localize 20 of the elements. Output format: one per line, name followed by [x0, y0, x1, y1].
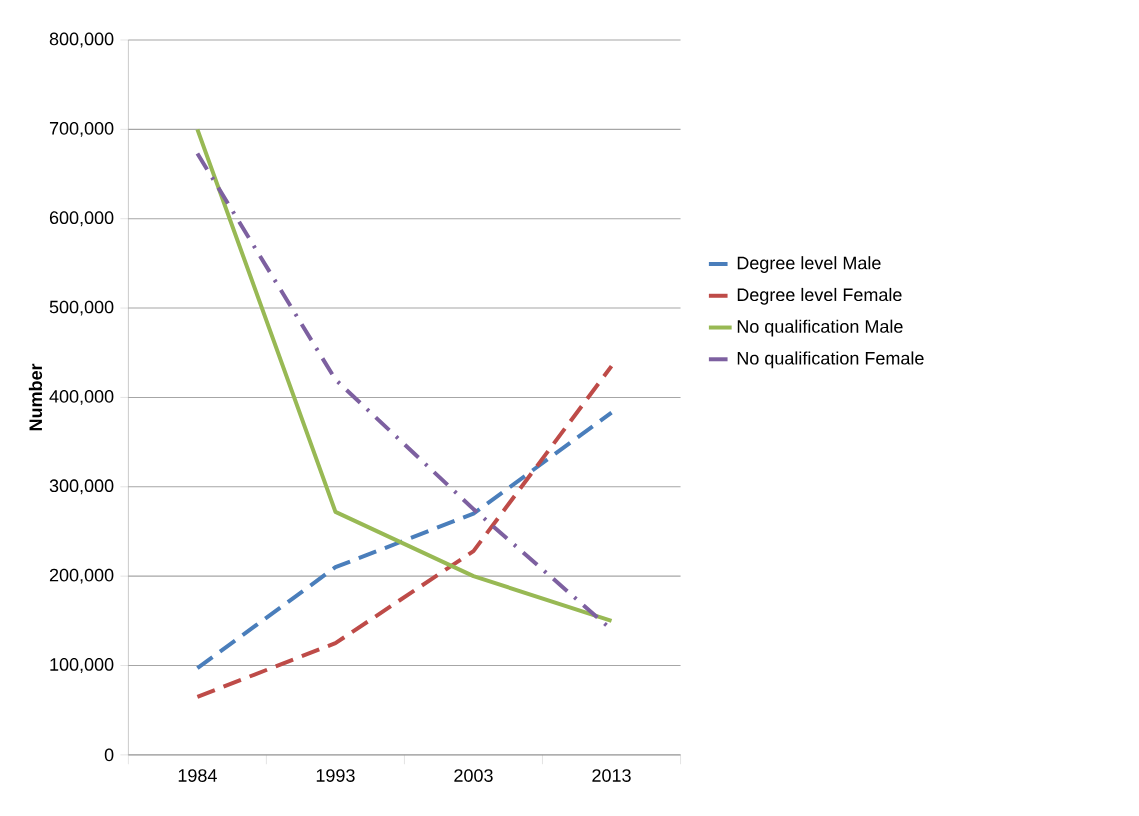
- legend-label: Degree level Female: [737, 287, 902, 305]
- x-tick-label: 1984: [178, 769, 217, 782]
- legend-label: Degree level Male: [737, 256, 881, 273]
- y-tick-label: 400,000: [49, 389, 114, 405]
- x-tick-label: 1993: [316, 769, 355, 782]
- line-series: [195, 410, 614, 671]
- y-axis-title: Number: [28, 363, 43, 431]
- x-tick-label: 2003: [454, 769, 493, 782]
- y-tick-label: 800,000: [49, 32, 114, 48]
- y-tick-label: 200,000: [49, 568, 114, 584]
- legend-label: No qualification Female: [737, 351, 924, 369]
- y-tick-label: 700,000: [49, 121, 114, 137]
- y-tick-label: 300,000: [49, 479, 114, 495]
- y-tick-label: 500,000: [49, 300, 114, 316]
- y-tick-label: 0: [104, 748, 114, 762]
- y-tick-label: 600,000: [49, 211, 114, 227]
- legend-label: No qualification Male: [737, 319, 903, 337]
- y-tick-label: 100,000: [50, 657, 114, 673]
- line-series: [195, 364, 614, 699]
- x-tick-label: 2013: [592, 769, 631, 782]
